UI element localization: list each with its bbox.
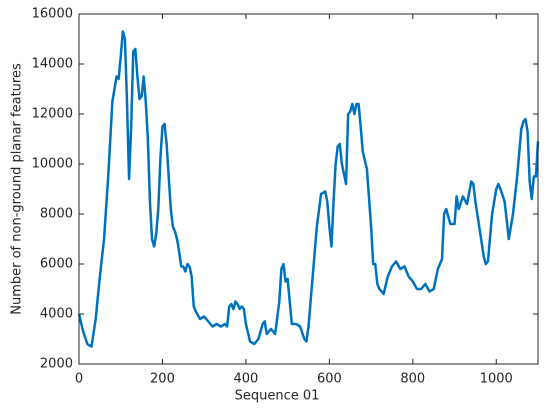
x-tick-label: 200 bbox=[150, 372, 175, 387]
x-tick-label: 1000 bbox=[480, 372, 513, 387]
plot-frame bbox=[78, 13, 539, 365]
x-tick-label: 400 bbox=[233, 372, 258, 387]
x-tick-label: 0 bbox=[75, 372, 83, 387]
y-tick-label: 4000 bbox=[40, 307, 73, 322]
y-axis-label: Number of non-ground planar features bbox=[10, 63, 25, 315]
y-tick-label: 10000 bbox=[32, 157, 73, 172]
x-tick-label: 800 bbox=[400, 372, 425, 387]
y-tick-label: 8000 bbox=[40, 207, 73, 222]
data-line bbox=[77, 30, 540, 348]
y-tick-label: 2000 bbox=[40, 357, 73, 372]
y-tick-label: 14000 bbox=[32, 57, 73, 72]
y-tick-label: 16000 bbox=[32, 7, 73, 22]
y-tick-label: 12000 bbox=[32, 107, 73, 122]
x-tick-label: 600 bbox=[317, 372, 342, 387]
y-tick-label: 6000 bbox=[40, 257, 73, 272]
x-axis-label: Sequence 01 bbox=[235, 389, 320, 404]
